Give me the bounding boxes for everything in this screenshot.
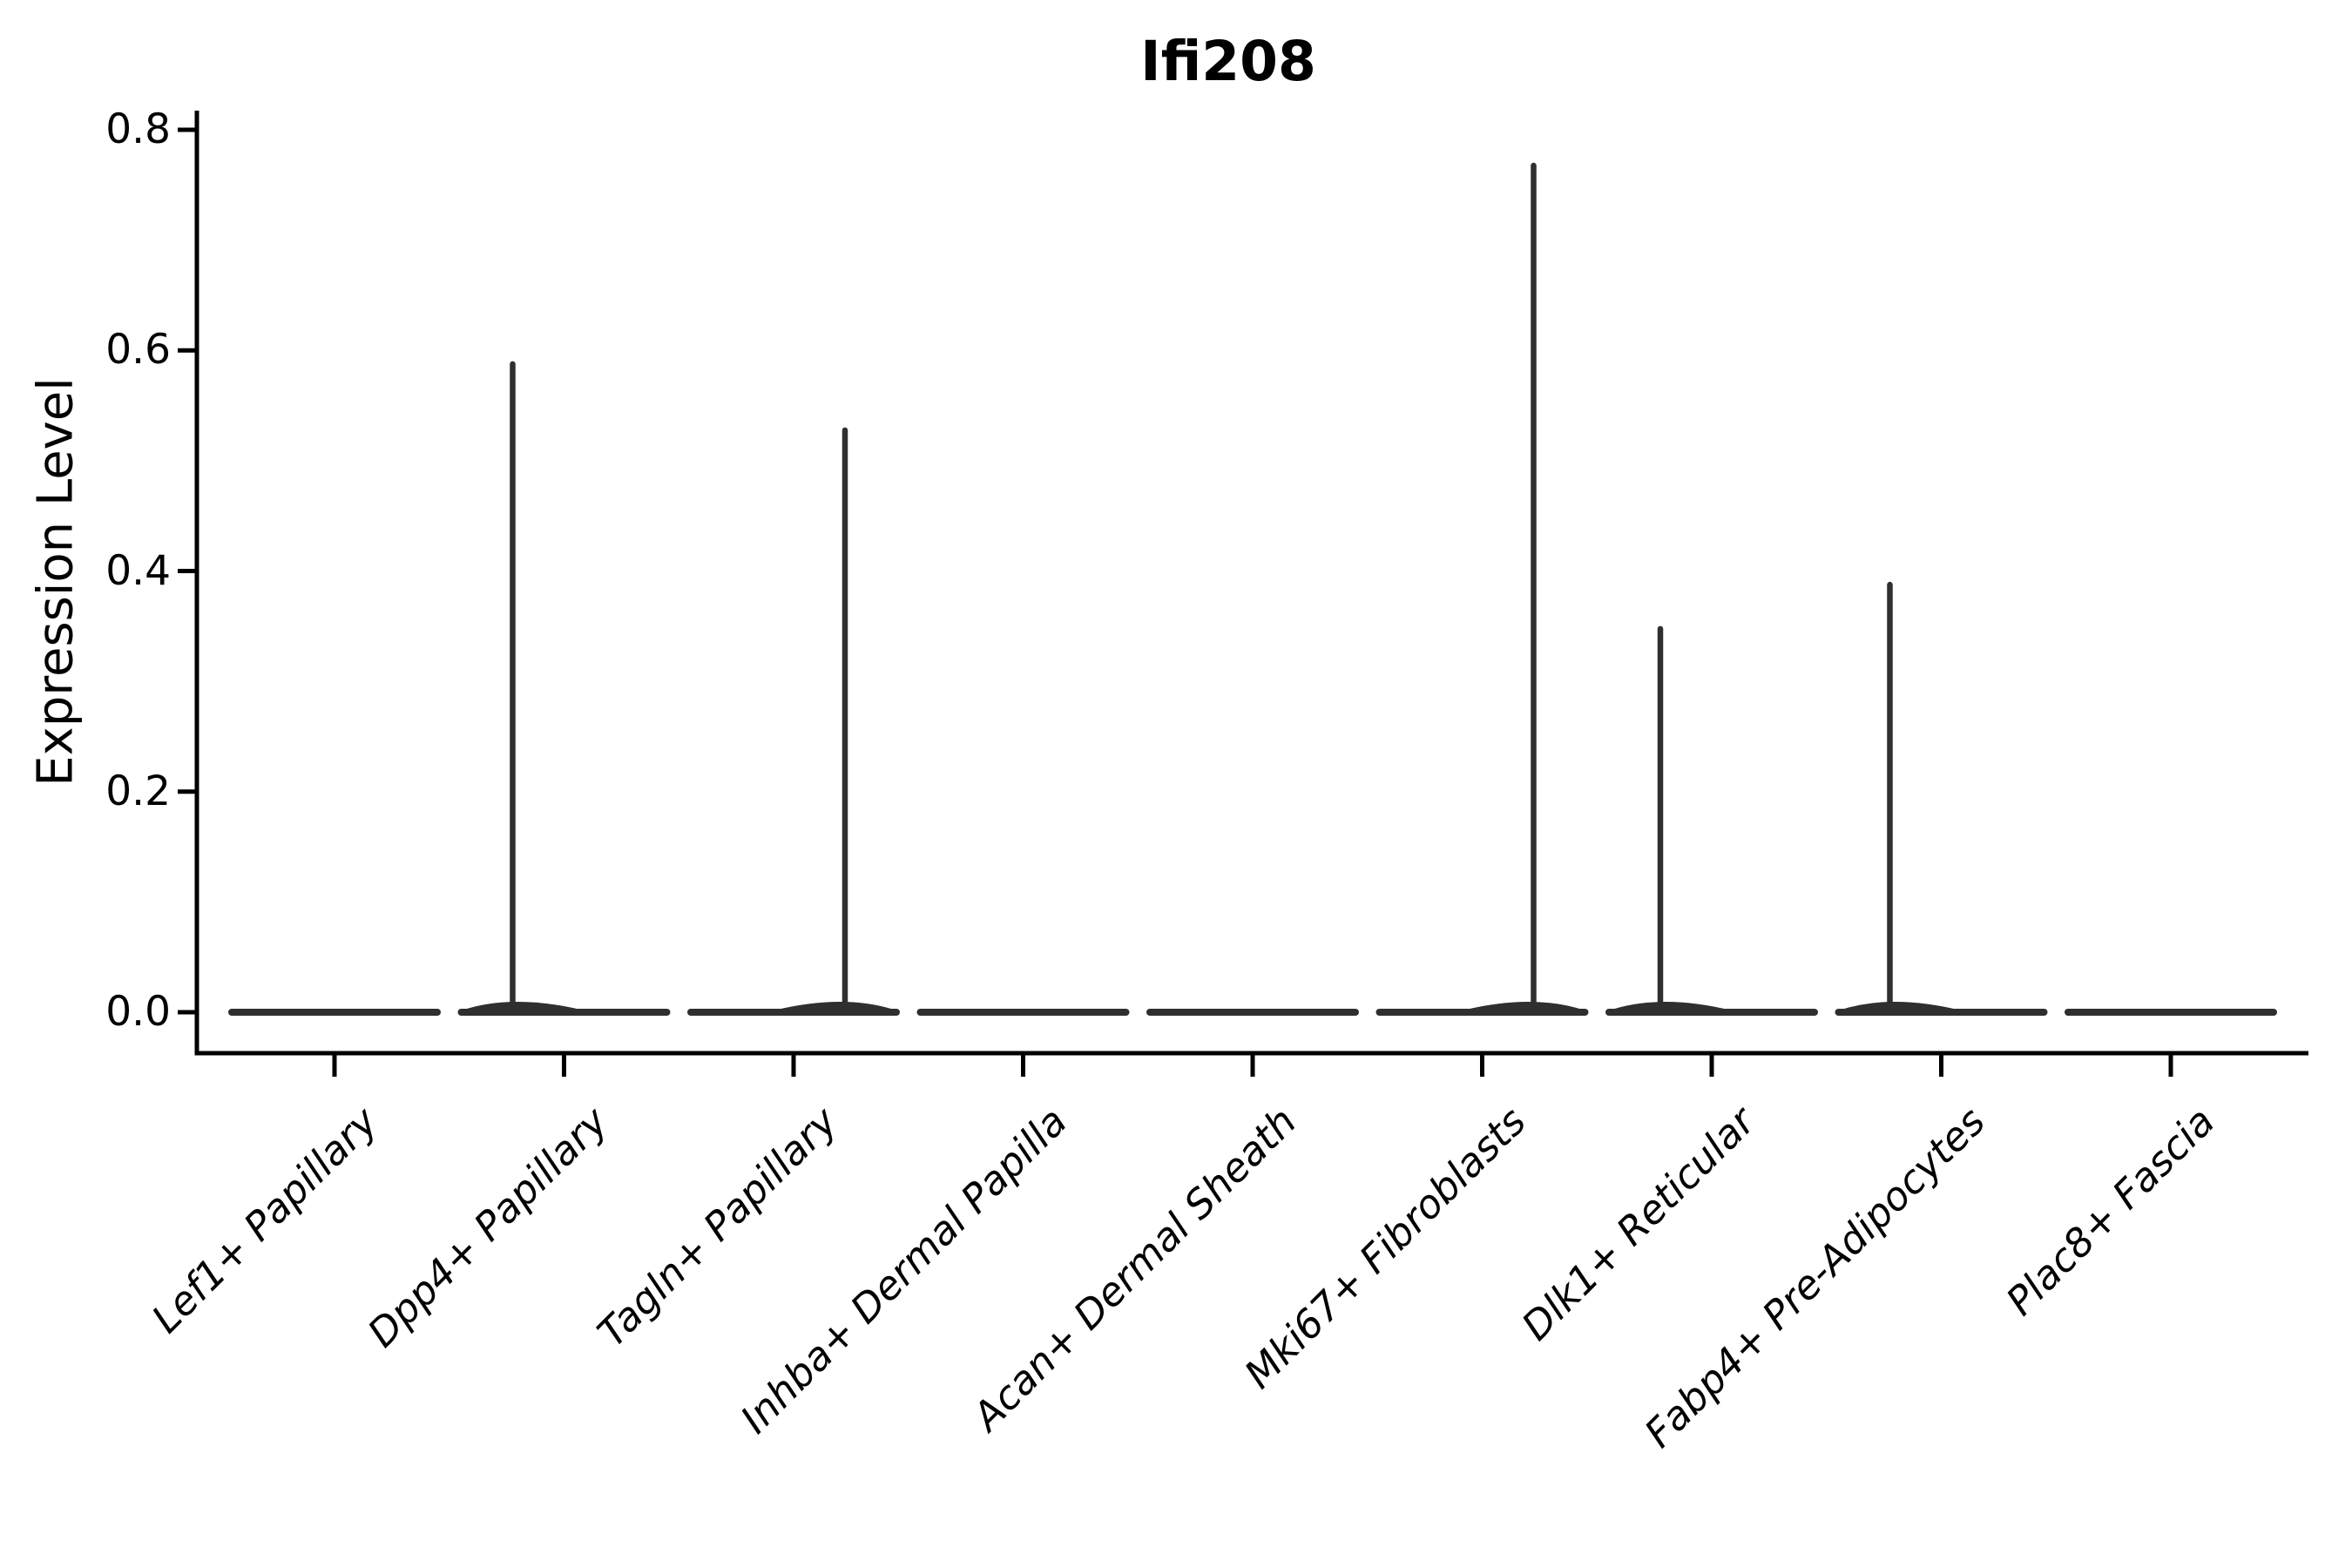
y-tick-label: 0.4: [105, 546, 171, 595]
y-tick-label: 0.2: [105, 767, 171, 815]
plot-title: Ifi208: [1140, 30, 1316, 93]
y-tick-label: 0.0: [105, 988, 171, 1036]
violin-base-swell: [1462, 1002, 1585, 1015]
y-tick-label: 0.8: [105, 105, 171, 153]
violin-base-swell: [774, 1002, 896, 1015]
violin-base-swell: [1838, 1002, 1962, 1015]
y-tick-label: 0.6: [105, 326, 171, 375]
violin-base-swell: [461, 1002, 585, 1015]
violin-base-swell: [1609, 1002, 1732, 1015]
